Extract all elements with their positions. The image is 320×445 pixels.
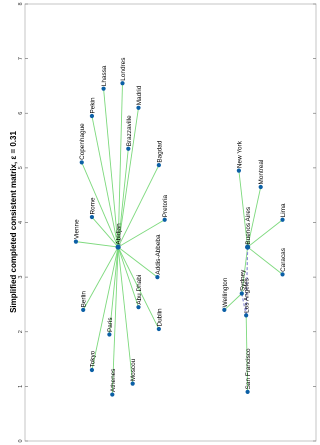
edge (75, 241, 119, 248)
dashed-edge (241, 293, 247, 316)
chart-title: Simplified completed consistent matrix, … (9, 131, 18, 313)
edge (117, 83, 123, 248)
city-label: Lhassa (101, 65, 108, 86)
city-label: Athenes (110, 369, 117, 392)
edge (241, 247, 249, 294)
city-label: Pretoria (162, 194, 169, 217)
city-label: Sydney (239, 269, 246, 291)
city-label: Abu Dhabi (136, 275, 143, 305)
city-label: Madrid (136, 85, 143, 105)
city-label: Copenhague (79, 123, 86, 160)
city-label: Londres (120, 58, 127, 81)
edge (247, 246, 283, 275)
city-label: Wellington (222, 277, 229, 307)
edge (117, 247, 134, 384)
x-tick-label: 6 (18, 112, 24, 115)
edge (238, 170, 249, 248)
city-point (239, 291, 244, 296)
nodes (73, 81, 285, 397)
city-point (115, 244, 121, 250)
edge (91, 246, 119, 371)
x-tick-label: 2 (18, 330, 24, 333)
city-label: San Francisco (245, 348, 252, 389)
city-labels: Abidjan Londres Madrid Brazzaville Bagdad Pre… (73, 58, 287, 392)
city-point (136, 305, 141, 310)
city-point (245, 244, 251, 250)
city-point (81, 307, 86, 312)
edge (82, 246, 119, 311)
city-point (110, 392, 115, 397)
edge (117, 246, 139, 308)
city-point (136, 105, 141, 110)
x-tick-label: 4 (18, 221, 24, 224)
dashed-edge (245, 247, 249, 316)
city-point (89, 113, 95, 119)
x-tick-label: 8 (18, 2, 24, 5)
x-tick-label: 0 (18, 439, 24, 442)
city-label: Buenos Aires (245, 207, 252, 245)
city-point (236, 168, 241, 173)
city-point (258, 184, 263, 190)
edge (117, 107, 139, 248)
edge (108, 247, 119, 335)
city-label: Vienne (73, 219, 80, 239)
city-label: Berlin (81, 291, 88, 308)
city-label: Los Angeles (244, 278, 251, 313)
city-point (73, 239, 79, 244)
edge (117, 219, 165, 248)
edge (91, 115, 119, 248)
city-label: Paris (107, 317, 114, 332)
edge (111, 247, 119, 395)
city-label: Rome (89, 197, 96, 214)
city-point (126, 146, 131, 151)
edge (245, 315, 249, 392)
city-point (120, 81, 125, 86)
city-point (89, 214, 95, 220)
city-point (156, 326, 161, 332)
city-point (130, 381, 135, 386)
city-label: Bagdad (156, 140, 163, 162)
x-tick-label: 7 (18, 57, 24, 60)
city-label: Dublin (156, 308, 163, 327)
city-point (222, 307, 227, 312)
city-point (280, 217, 285, 222)
city-label: Pekin (89, 97, 96, 113)
city-point (245, 389, 250, 394)
city-point (244, 313, 249, 318)
edge (247, 219, 283, 248)
edge (117, 164, 160, 248)
city-point (156, 163, 161, 168)
city-label: Caracas (280, 248, 287, 272)
city-point (155, 275, 160, 280)
city-label: Abidjan (116, 223, 123, 245)
x-tick-label: 1 (18, 385, 24, 388)
city-label: Montreal (258, 160, 265, 185)
city-label: Moscou (130, 358, 137, 381)
edge (117, 148, 129, 248)
city-point (101, 86, 106, 91)
edge (247, 186, 262, 248)
edge (103, 88, 119, 248)
axes: 0 1 2 3 4 5 6 7 8 (18, 2, 317, 443)
city-point (162, 217, 167, 222)
edge (81, 162, 119, 248)
city-label: Addis-Abbeba (155, 234, 162, 275)
city-point (79, 160, 84, 165)
edge (117, 246, 160, 330)
edge (91, 216, 119, 248)
city-label: Brazzaville (126, 115, 133, 146)
edge (224, 293, 243, 311)
edge (117, 246, 158, 278)
city-label: Tokyo (89, 350, 96, 367)
edges (75, 83, 283, 395)
city-label: Lima (280, 203, 287, 217)
x-tick-label: 5 (18, 166, 24, 169)
city-point (107, 332, 112, 337)
x-tick-label: 3 (18, 276, 24, 279)
city-point (280, 272, 285, 277)
city-point (89, 367, 95, 373)
city-label: New York (236, 140, 243, 168)
